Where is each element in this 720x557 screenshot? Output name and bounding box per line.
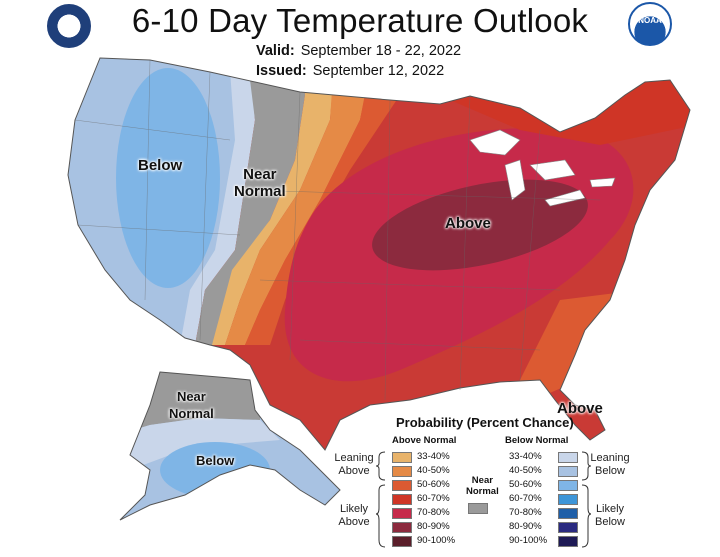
florida-above-label: Above	[557, 400, 603, 417]
legend-above-bin-swatch	[392, 522, 412, 533]
legend-likely-below: Likely Below	[595, 503, 625, 528]
legend-title: Probability (Percent Chance)	[396, 415, 574, 430]
valid-dates: Valid: September 18 - 22, 2022	[256, 43, 461, 59]
legend-above-bin-swatch	[392, 508, 412, 519]
legend-above-bin-label: 80-90%	[417, 521, 450, 532]
legend-above-bin-swatch	[392, 494, 412, 505]
legend-below-bin-swatch	[558, 480, 578, 491]
legend-below-header: Below Normal	[505, 435, 569, 446]
legend-below-bin-label: 50-60%	[509, 479, 542, 490]
legend-below-bin-swatch	[558, 508, 578, 519]
legend-below-bin-label: 33-40%	[509, 451, 542, 462]
central-above-core	[372, 179, 588, 271]
commerce-seal-icon	[47, 4, 91, 48]
legend-below-bin-swatch	[558, 522, 578, 533]
issued-label: Issued:	[256, 63, 307, 79]
legend-below-bin-swatch	[558, 536, 578, 547]
alaska-near-normal-label: Near Normal	[169, 389, 214, 421]
legend-leaning-above: Leaning Above	[334, 452, 374, 477]
central-above-label: Above	[445, 215, 491, 232]
valid-label: Valid:	[256, 43, 295, 59]
legend-below-bin-swatch	[558, 452, 578, 463]
legend-below-bin-label: 90-100%	[509, 535, 548, 546]
legend-above-bin-label: 33-40%	[417, 451, 450, 462]
legend-above-bin-label: 60-70%	[417, 493, 450, 504]
legend-below-bin-swatch	[558, 494, 578, 505]
legend-likely-above: Likely Above	[338, 503, 370, 528]
legend-above-bin-label: 40-50%	[417, 465, 450, 476]
legend-below-bin-label: 40-50%	[509, 465, 542, 476]
alaska-below-label: Below	[196, 453, 235, 468]
legend-below-bin-label: 60-70%	[509, 493, 542, 504]
legend-above-bin-swatch	[392, 452, 412, 463]
legend-below-bin-swatch	[558, 466, 578, 477]
legend-above-bin-swatch	[392, 536, 412, 547]
issued-value: September 12, 2022	[312, 63, 445, 79]
legend-near-normal-label: Near Normal	[466, 475, 499, 497]
west-below-label: Below	[138, 157, 183, 174]
legend-above-bin-label: 90-100%	[417, 535, 456, 546]
legend-below-bin-label: 70-80%	[509, 507, 542, 518]
near-normal-label: Near Normal	[234, 166, 286, 200]
page-title: 6-10 Day Temperature Outlook	[131, 2, 589, 39]
noaa-logo-icon: NOAA	[628, 2, 672, 46]
noaa-text: NOAA	[638, 16, 662, 25]
legend-above-bin-swatch	[392, 466, 412, 477]
legend-below-bin-label: 80-90%	[509, 521, 542, 532]
legend-above-bin-label: 70-80%	[417, 507, 450, 518]
valid-value: September 18 - 22, 2022	[300, 43, 462, 59]
west-below-core	[116, 68, 220, 288]
issued-date: Issued: September 12, 2022	[256, 63, 444, 79]
legend-above-bin-label: 50-60%	[417, 479, 450, 490]
legend-above-bin-swatch	[392, 480, 412, 491]
legend-above-header: Above Normal	[392, 435, 457, 446]
legend-near-normal-swatch	[468, 503, 488, 514]
legend-leaning-below: Leaning Below	[590, 452, 630, 477]
